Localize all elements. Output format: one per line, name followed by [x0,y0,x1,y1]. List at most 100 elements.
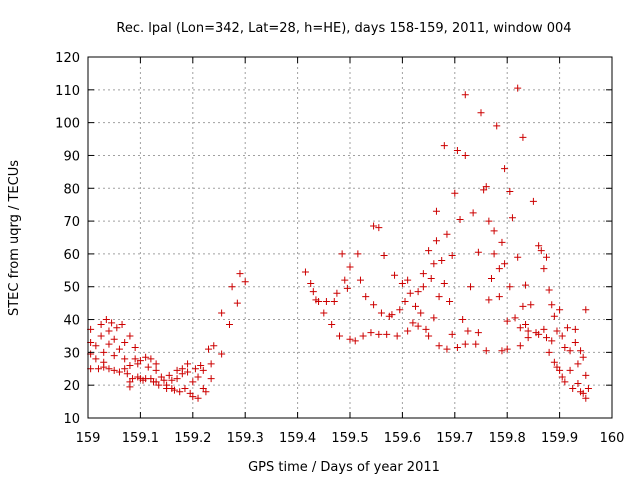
data-point [490,250,498,258]
data-point [558,332,566,340]
axis-ticks [87,56,613,419]
data-point [126,383,134,391]
data-point [105,340,113,348]
data-point [207,375,215,383]
data-point [427,275,435,283]
y-tick-label: 60 [63,248,80,263]
data-point [574,380,582,388]
data-point [482,347,490,355]
data-point [522,320,530,328]
data-point [322,297,330,305]
data-point [501,165,509,173]
data-point [383,330,391,338]
data-point [126,332,134,340]
data-point [558,373,566,381]
data-point [393,332,401,340]
data-point [485,296,493,304]
x-tick-label: 159.7 [436,431,473,446]
data-point [550,312,558,320]
data-point [356,276,364,284]
data-point [419,270,427,278]
x-tick-label: 159.5 [331,431,368,446]
data-point [115,368,123,376]
data-point [404,276,412,284]
data-point [97,320,105,328]
data-point [571,339,579,347]
data-point [443,230,451,238]
data-point [540,265,548,273]
data-point [370,222,378,230]
data-point [105,327,113,335]
data-point [493,122,501,130]
data-point [184,368,192,376]
y-tick-label: 80 [63,182,80,197]
data-point [440,142,448,150]
data-point [370,301,378,309]
y-tick-labels: 10 20 30 40 50 60 70 80 90 100 110 120 [55,51,80,427]
x-tick-label: 159.2 [174,431,211,446]
data-points [87,84,592,402]
data-point [556,306,564,314]
data-point [189,393,197,401]
data-point [205,345,213,353]
data-point [487,275,495,283]
y-axis-title: STEC from uqrg / TECUs [7,160,22,316]
data-point [170,386,178,394]
y-tick-label: 70 [63,215,80,230]
data-point [451,189,459,197]
data-point [501,260,509,268]
data-point [207,360,215,368]
x-tick-label: 159.3 [227,431,264,446]
data-point [380,252,388,260]
data-point [548,301,556,309]
data-point [412,302,419,310]
data-point [131,355,139,363]
data-point [529,197,537,205]
data-point [110,352,118,360]
data-point [377,309,385,317]
data-point [482,183,490,191]
data-point [543,334,550,342]
data-point [176,388,184,396]
data-point [582,394,590,402]
data-point [574,360,582,368]
data-point [461,151,469,159]
data-point [456,215,464,223]
data-point [430,314,438,322]
data-point [495,293,503,301]
data-point [236,270,244,278]
chart-title: Rec. lpal (Lon=342, Lat=28, h=HE), days … [116,21,571,36]
x-tick-label: 159.1 [122,431,159,446]
data-point [110,366,118,374]
data-point [152,360,160,368]
data-point [425,332,433,340]
data-point [136,357,144,365]
data-point [121,339,129,347]
data-point [100,348,108,356]
data-point [495,265,503,273]
data-point [375,224,383,232]
data-point [346,263,354,271]
x-axis-title: GPS time / Days of year 2011 [248,460,440,475]
data-point [225,320,233,328]
data-point [173,366,181,374]
x-tick-label: 159.8 [489,431,526,446]
data-point [118,320,126,328]
data-point [160,376,168,384]
data-point [535,330,543,338]
data-point [516,324,524,332]
data-point [503,345,511,353]
data-point [359,332,367,340]
data-point [545,286,553,294]
data-point [121,365,129,373]
data-point [181,384,189,392]
data-point [550,358,558,366]
data-point [115,345,123,353]
data-point [561,378,569,386]
data-point [155,381,163,389]
data-point [448,330,456,338]
y-tick-label: 50 [63,281,80,296]
data-point [197,361,205,369]
data-point [498,347,506,355]
data-point [553,327,561,335]
